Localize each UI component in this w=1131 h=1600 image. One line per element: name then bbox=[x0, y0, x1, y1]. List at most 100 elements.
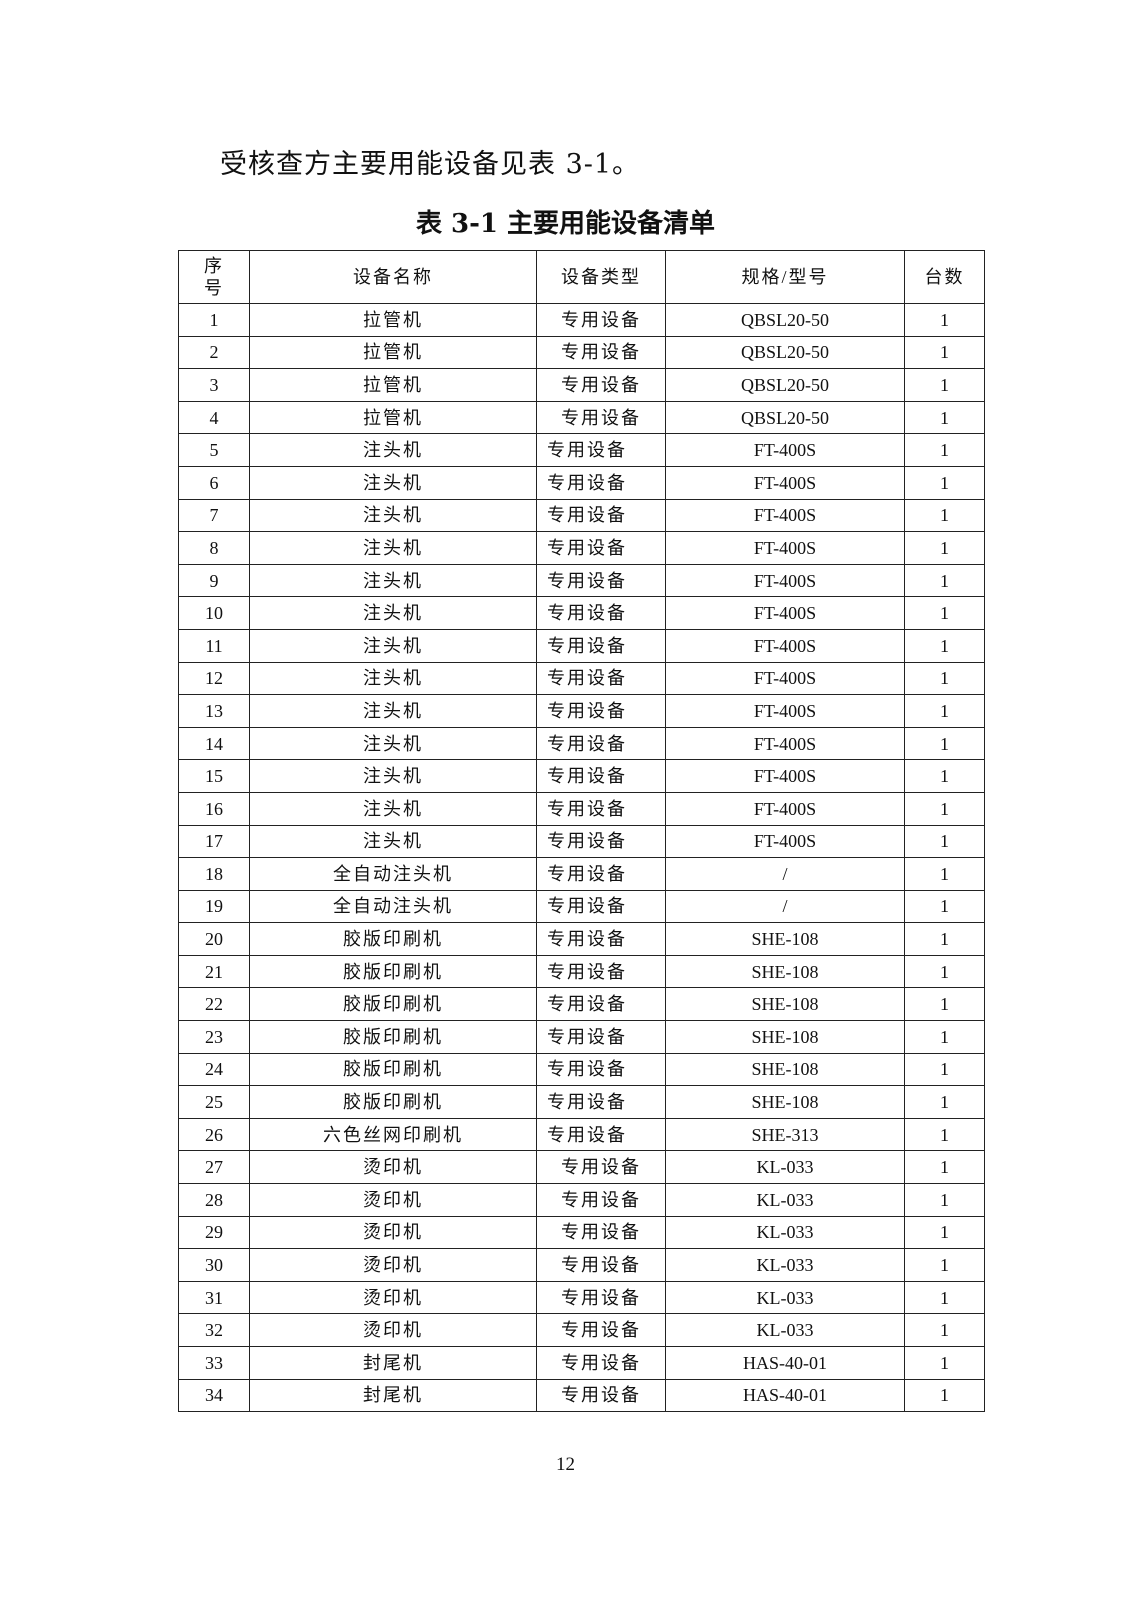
cell-name: 注头机 bbox=[249, 824, 537, 859]
cell-seq: 24 bbox=[178, 1052, 250, 1087]
cell-seq: 12 bbox=[178, 661, 250, 696]
cell-type: 专用设备 bbox=[536, 1085, 666, 1119]
cell-qty: 1 bbox=[904, 1378, 985, 1413]
table-row: 27 烫印机 专用设备 KL-033 1 bbox=[178, 1150, 985, 1185]
cell-name: 胶版印刷机 bbox=[249, 954, 537, 989]
header-type: 设备类型 bbox=[536, 250, 666, 304]
cell-type: 专用设备 bbox=[536, 824, 666, 859]
cell-qty: 1 bbox=[904, 1280, 985, 1315]
cell-name: 烫印机 bbox=[249, 1150, 537, 1185]
cell-name: 拉管机 bbox=[249, 400, 537, 435]
cell-name: 注头机 bbox=[249, 726, 537, 761]
table-row: 25 胶版印刷机 专用设备 SHE-108 1 bbox=[178, 1085, 985, 1119]
cell-type: 专用设备 bbox=[536, 791, 666, 826]
table-row: 26 六色丝网印刷机 专用设备 SHE-313 1 bbox=[178, 1117, 985, 1152]
cell-seq: 26 bbox=[178, 1117, 250, 1152]
header-spec: 规格/型号 bbox=[665, 250, 905, 304]
cell-name: 胶版印刷机 bbox=[249, 1085, 537, 1119]
table-row: 33 封尾机 专用设备 HAS-40-01 1 bbox=[178, 1346, 985, 1380]
cell-qty: 1 bbox=[904, 596, 985, 630]
cell-spec: KL-033 bbox=[665, 1183, 905, 1217]
cell-name: 胶版印刷机 bbox=[249, 987, 537, 1022]
table-row: 13 注头机 专用设备 FT-400S 1 bbox=[178, 694, 985, 728]
cell-type: 专用设备 bbox=[536, 954, 666, 989]
cell-qty: 1 bbox=[904, 791, 985, 826]
cell-seq: 19 bbox=[178, 889, 250, 924]
table-row: 8 注头机 专用设备 FT-400S 1 bbox=[178, 531, 985, 565]
cell-type: 专用设备 bbox=[536, 1117, 666, 1152]
table-row: 34 封尾机 专用设备 HAS-40-01 1 bbox=[178, 1378, 985, 1413]
cell-name: 封尾机 bbox=[249, 1346, 537, 1380]
cell-seq: 3 bbox=[178, 368, 250, 402]
cell-seq: 21 bbox=[178, 954, 250, 989]
cell-seq: 11 bbox=[178, 628, 250, 663]
cell-type: 专用设备 bbox=[536, 759, 666, 793]
cell-type: 专用设备 bbox=[536, 1215, 666, 1250]
table-row: 10 注头机 专用设备 FT-400S 1 bbox=[178, 596, 985, 630]
cell-spec: QBSL20-50 bbox=[665, 368, 905, 402]
cell-spec: KL-033 bbox=[665, 1215, 905, 1250]
cell-seq: 6 bbox=[178, 465, 250, 500]
cell-seq: 22 bbox=[178, 987, 250, 1022]
header-name: 设备名称 bbox=[249, 250, 537, 304]
table-row: 7 注头机 专用设备 FT-400S 1 bbox=[178, 498, 985, 533]
cell-qty: 1 bbox=[904, 857, 985, 891]
table-row: 28 烫印机 专用设备 KL-033 1 bbox=[178, 1183, 985, 1217]
cell-type: 专用设备 bbox=[536, 498, 666, 533]
cell-seq: 28 bbox=[178, 1183, 250, 1217]
cell-qty: 1 bbox=[904, 563, 985, 598]
cell-name: 烫印机 bbox=[249, 1183, 537, 1217]
header-qty: 台数 bbox=[904, 250, 985, 304]
table-row: 2 拉管机 专用设备 QBSL20-50 1 bbox=[178, 335, 985, 370]
cell-qty: 1 bbox=[904, 1085, 985, 1119]
cell-type: 专用设备 bbox=[536, 1313, 666, 1347]
cell-seq: 1 bbox=[178, 303, 250, 337]
cell-name: 注头机 bbox=[249, 596, 537, 630]
cell-name: 注头机 bbox=[249, 791, 537, 826]
cell-qty: 1 bbox=[904, 433, 985, 467]
cell-spec: SHE-313 bbox=[665, 1117, 905, 1152]
cell-qty: 1 bbox=[904, 303, 985, 337]
page-number: 12 bbox=[556, 1454, 575, 1475]
cell-spec: / bbox=[665, 857, 905, 891]
cell-seq: 30 bbox=[178, 1248, 250, 1282]
table-row: 32 烫印机 专用设备 KL-033 1 bbox=[178, 1313, 985, 1347]
table-row: 23 胶版印刷机 专用设备 SHE-108 1 bbox=[178, 1020, 985, 1054]
cell-name: 注头机 bbox=[249, 531, 537, 565]
cell-name: 胶版印刷机 bbox=[249, 1020, 537, 1054]
cell-name: 注头机 bbox=[249, 563, 537, 598]
intro-paragraph: 受核查方主要用能设备见表 3-1。 bbox=[220, 149, 641, 180]
cell-qty: 1 bbox=[904, 628, 985, 663]
cell-qty: 1 bbox=[904, 987, 985, 1022]
cell-type: 专用设备 bbox=[536, 628, 666, 663]
cell-name: 胶版印刷机 bbox=[249, 922, 537, 956]
cell-seq: 14 bbox=[178, 726, 250, 761]
cell-type: 专用设备 bbox=[536, 922, 666, 956]
cell-spec: FT-400S bbox=[665, 824, 905, 859]
cell-spec: FT-400S bbox=[665, 465, 905, 500]
cell-spec: KL-033 bbox=[665, 1313, 905, 1347]
cell-qty: 1 bbox=[904, 1346, 985, 1380]
cell-type: 专用设备 bbox=[536, 987, 666, 1022]
cell-name: 胶版印刷机 bbox=[249, 1052, 537, 1087]
table-row: 9 注头机 专用设备 FT-400S 1 bbox=[178, 563, 985, 598]
cell-qty: 1 bbox=[904, 531, 985, 565]
cell-seq: 13 bbox=[178, 694, 250, 728]
cell-spec: FT-400S bbox=[665, 759, 905, 793]
cell-type: 专用设备 bbox=[536, 1248, 666, 1282]
cell-seq: 5 bbox=[178, 433, 250, 467]
cell-qty: 1 bbox=[904, 759, 985, 793]
cell-type: 专用设备 bbox=[536, 1020, 666, 1054]
cell-type: 专用设备 bbox=[536, 303, 666, 337]
cell-type: 专用设备 bbox=[536, 596, 666, 630]
cell-type: 专用设备 bbox=[536, 1346, 666, 1380]
cell-seq: 17 bbox=[178, 824, 250, 859]
table-row: 14 注头机 专用设备 FT-400S 1 bbox=[178, 726, 985, 761]
cell-type: 专用设备 bbox=[536, 1378, 666, 1413]
table-row: 1 拉管机 专用设备 QBSL20-50 1 bbox=[178, 303, 985, 337]
cell-type: 专用设备 bbox=[536, 1052, 666, 1087]
table-row: 22 胶版印刷机 专用设备 SHE-108 1 bbox=[178, 987, 985, 1022]
cell-type: 专用设备 bbox=[536, 1183, 666, 1217]
table-row: 21 胶版印刷机 专用设备 SHE-108 1 bbox=[178, 954, 985, 989]
cell-seq: 33 bbox=[178, 1346, 250, 1380]
